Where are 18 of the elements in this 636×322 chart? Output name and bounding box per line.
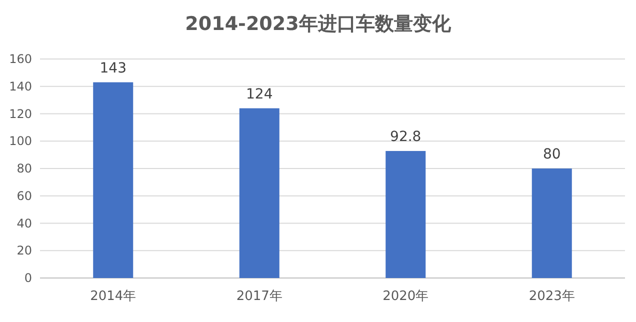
y-tick-label: 60 [16,188,32,203]
data-label: 92.8 [390,128,422,145]
x-tick-label: 2020年 [382,289,429,304]
y-tick-label: 100 [9,134,32,148]
x-tick-label: 2017年 [236,289,282,304]
data-label: 80 [542,146,561,162]
title: 2014-2023年进口车数量变化 [185,13,451,35]
y-tick-label: 120 [9,106,32,121]
y-tick-label: 80 [16,162,32,176]
x-tick-label: 2023年 [528,289,575,304]
y-tick-label: 40 [16,216,32,230]
y-tick-label: 160 [9,52,32,66]
data-label: 124 [246,86,273,102]
x-tick-label: 2014年 [90,289,136,304]
data-label: 143 [100,60,126,76]
y-tick-label: 20 [16,244,32,258]
y-tick-label: 0 [24,271,32,285]
y-tick-label: 140 [9,79,32,94]
